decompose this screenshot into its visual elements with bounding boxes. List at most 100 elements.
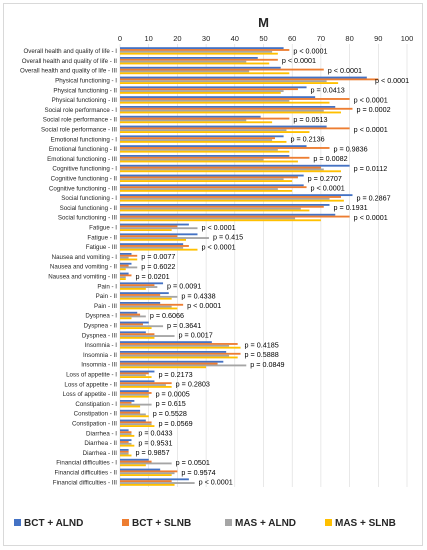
bar bbox=[120, 313, 141, 316]
bar bbox=[120, 480, 172, 483]
p-value-label: p = 0.6022 bbox=[141, 262, 175, 271]
bar bbox=[120, 264, 129, 267]
bar bbox=[120, 168, 324, 171]
category-label: Cognitive functioning - III bbox=[49, 185, 117, 192]
bar bbox=[120, 117, 290, 120]
p-value-label: p < 0.0001 bbox=[354, 213, 388, 222]
bar bbox=[120, 385, 172, 388]
p-value-label: p = 0.0849 bbox=[250, 360, 284, 369]
bar bbox=[120, 341, 212, 344]
p-value-label: p = 0.0433 bbox=[138, 429, 172, 438]
bar bbox=[120, 188, 278, 190]
bar bbox=[120, 462, 172, 465]
bar bbox=[120, 109, 324, 112]
bar bbox=[120, 135, 284, 138]
p-value-label: p = 0.4185 bbox=[245, 340, 279, 349]
bar bbox=[120, 370, 155, 373]
bar bbox=[120, 460, 152, 463]
bar bbox=[120, 272, 129, 275]
bar bbox=[120, 431, 132, 434]
p-value-label: p = 0.2803 bbox=[176, 380, 210, 389]
bar bbox=[120, 256, 129, 259]
legend-swatch bbox=[325, 519, 332, 526]
bar bbox=[120, 176, 298, 179]
bar bbox=[120, 278, 126, 280]
category-labels: Overall health and quality of life - I Ov… bbox=[20, 48, 117, 486]
bar bbox=[120, 266, 138, 269]
bar bbox=[120, 323, 143, 326]
bar bbox=[120, 215, 350, 218]
category-label: Dyspnea - III bbox=[82, 332, 117, 339]
bar bbox=[120, 478, 189, 481]
bar bbox=[120, 91, 281, 94]
bar bbox=[120, 137, 275, 140]
bar bbox=[120, 106, 336, 108]
category-label: Emotional functioning - III bbox=[47, 156, 117, 163]
p-value-label: p = 0.0413 bbox=[311, 86, 345, 95]
bar bbox=[120, 209, 310, 212]
p-value-label: p < 0.0001 bbox=[199, 478, 233, 487]
category-label: Insomnia - I bbox=[85, 342, 118, 349]
bar bbox=[120, 321, 149, 324]
bar bbox=[120, 101, 330, 104]
category-label: Emotional functioning - I bbox=[51, 136, 118, 143]
bar bbox=[120, 442, 132, 445]
bar bbox=[120, 62, 270, 65]
category-label: Loss of appetite - II bbox=[64, 381, 117, 388]
category-label: Nausea and vomiting - I bbox=[52, 254, 118, 261]
bar bbox=[120, 258, 138, 261]
p-value-label: p < 0.0001 bbox=[354, 95, 388, 104]
x-tick-label: 0 bbox=[118, 34, 122, 43]
bar bbox=[120, 384, 166, 386]
category-label: Financial difficulties - II bbox=[55, 470, 118, 477]
x-tick-label: 60 bbox=[288, 34, 296, 43]
bar bbox=[120, 217, 296, 220]
bar bbox=[120, 425, 155, 427]
p-value-label: p = 0.0082 bbox=[313, 154, 347, 163]
bar bbox=[120, 311, 138, 314]
bar bbox=[120, 245, 189, 247]
x-tick-label: 50 bbox=[259, 34, 267, 43]
p-value-label: p = 0.0077 bbox=[141, 252, 175, 261]
bar bbox=[120, 199, 344, 202]
bar bbox=[120, 60, 247, 63]
chart-title: M bbox=[258, 15, 269, 30]
bar bbox=[120, 317, 132, 320]
category-label: Physical functioning - III bbox=[52, 97, 118, 104]
bar bbox=[120, 205, 324, 208]
bar bbox=[120, 111, 341, 114]
x-tick-label: 70 bbox=[317, 34, 325, 43]
bar bbox=[120, 405, 141, 408]
bar bbox=[120, 90, 284, 92]
bar bbox=[120, 364, 247, 367]
bar bbox=[120, 472, 175, 475]
bar bbox=[120, 468, 161, 471]
bar bbox=[120, 303, 184, 306]
bar bbox=[120, 336, 155, 339]
bar bbox=[120, 333, 155, 336]
p-value-label: p < 0.0001 bbox=[282, 56, 316, 65]
p-value-annotations: p < 0.0001 p < 0.0001 p < 0.0001 p < 0.0001… bbox=[135, 46, 409, 486]
bar bbox=[120, 158, 264, 161]
bar bbox=[120, 470, 178, 473]
bar bbox=[120, 395, 149, 398]
category-label: Social functioning - II bbox=[60, 205, 118, 212]
p-value-label: p = 0.2707 bbox=[308, 174, 342, 183]
legend-swatch bbox=[14, 519, 21, 526]
bar bbox=[120, 274, 132, 277]
p-value-label: p = 0.415 bbox=[213, 233, 243, 242]
bar bbox=[120, 125, 327, 128]
bar bbox=[120, 238, 187, 241]
category-label: Dyspnea - I bbox=[85, 313, 117, 320]
p-value-label: p = 0.0201 bbox=[135, 272, 169, 281]
bar bbox=[120, 147, 330, 149]
bar bbox=[120, 184, 304, 187]
bar bbox=[120, 423, 152, 426]
bar bbox=[120, 50, 273, 53]
bar bbox=[120, 286, 158, 288]
p-value-label: p = 0.4338 bbox=[181, 291, 215, 300]
bar bbox=[120, 411, 141, 414]
bar bbox=[120, 292, 169, 295]
category-label: Insomnia - III bbox=[81, 362, 117, 369]
